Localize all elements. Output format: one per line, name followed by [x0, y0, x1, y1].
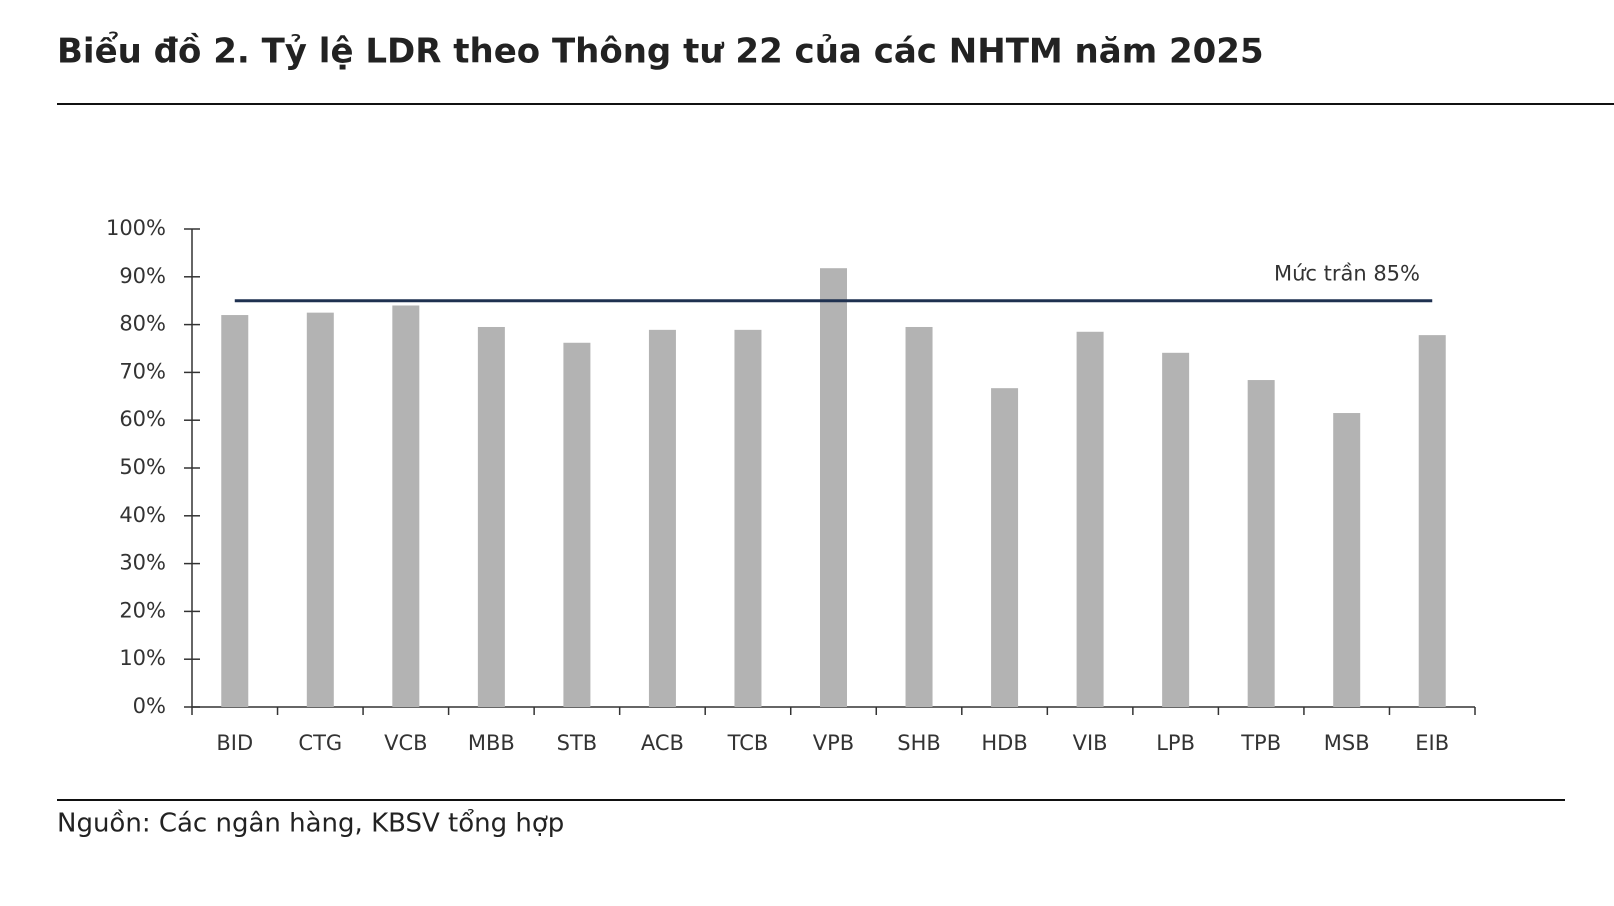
y-tick-label: 60% [119, 407, 166, 431]
y-tick-label: 20% [119, 598, 166, 622]
x-tick-label: ACB [641, 731, 684, 755]
bar [1418, 335, 1446, 707]
bar [1247, 380, 1275, 707]
x-tick-label: LPB [1156, 731, 1195, 755]
y-tick-label: 0% [133, 694, 166, 718]
bar [1162, 352, 1190, 707]
bar [306, 312, 334, 707]
x-tick-label: STB [557, 731, 598, 755]
x-tick-label: MSB [1324, 731, 1370, 755]
source-note: Nguồn: Các ngân hàng, KBSV tổng hợp [57, 808, 564, 839]
y-tick-label: 10% [119, 646, 166, 670]
bar [1076, 331, 1104, 707]
x-tick-label: TPB [1240, 731, 1281, 755]
x-tick-label: VCB [384, 731, 427, 755]
bar [477, 326, 505, 707]
bar [648, 329, 676, 707]
bar [221, 315, 249, 707]
chart-title: Biểu đồ 2. Tỷ lệ LDR theo Thông tư 22 củ… [57, 31, 1264, 72]
y-tick-label: 100% [106, 216, 166, 240]
x-tick-label: SHB [897, 731, 941, 755]
x-tick-label: CTG [298, 731, 342, 755]
bar [563, 342, 591, 707]
x-tick-label: BID [216, 731, 253, 755]
x-tick-label: MBB [468, 731, 515, 755]
y-tick-label: 90% [119, 264, 166, 288]
bar [905, 326, 933, 707]
y-tick-label: 80% [119, 312, 166, 336]
bar [1333, 413, 1361, 707]
y-tick-label: 30% [119, 551, 166, 575]
reference-label: Mức trần 85% [1274, 262, 1420, 286]
x-tick-label: HDB [981, 731, 1027, 755]
x-tick-label: VIB [1073, 731, 1108, 755]
bar [991, 388, 1019, 707]
bar [392, 305, 420, 707]
x-tick-label: TCB [727, 731, 769, 755]
bar [734, 329, 762, 707]
x-tick-label: EIB [1415, 731, 1449, 755]
y-tick-label: 70% [119, 359, 166, 383]
y-tick-label: 40% [119, 503, 166, 527]
x-tick-label: VPB [813, 731, 854, 755]
y-tick-label: 50% [119, 455, 166, 479]
bar [820, 268, 847, 707]
